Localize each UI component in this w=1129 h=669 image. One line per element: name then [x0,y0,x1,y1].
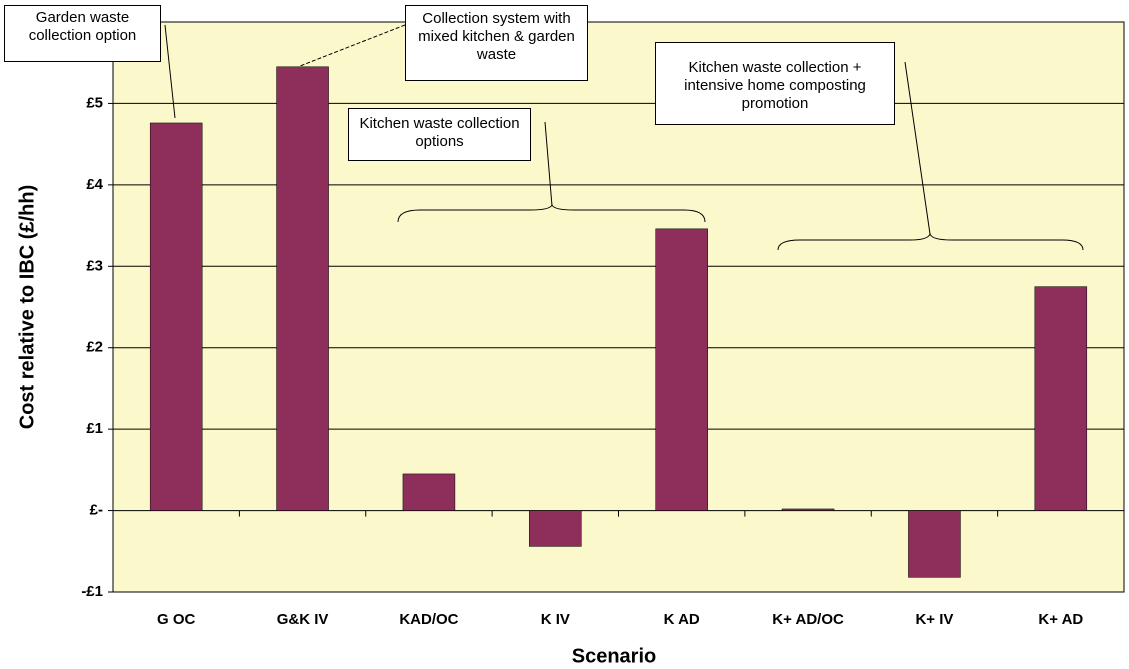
y-tick-label: -£1 [81,583,103,600]
annotation: Kitchen waste collection + intensive hom… [655,42,895,125]
bar [149,122,203,511]
y-tick-label: £1 [86,420,103,437]
y-tick-label: £3 [86,257,103,274]
y-tick-label: £- [90,502,103,519]
annotation-pointers [164,24,1084,251]
bar [655,228,708,511]
bars [149,66,1088,578]
x-tick-label: K+ AD/OC [772,611,844,628]
x-tick-label: K AD [664,611,700,628]
annotation: Kitchen waste collection options [348,108,531,161]
bar [908,510,961,578]
y-tick-label: £2 [86,339,103,356]
annotation: Collection system with mixed kitchen & g… [405,5,588,81]
bar [276,66,329,511]
x-tick-label: G OC [157,611,196,628]
x-tick-label: KAD/OC [399,611,458,628]
x-axis-title: Scenario [572,645,656,667]
plot-area [112,21,1125,593]
y-axis-title: Cost relative to IBC (£/hh) [16,185,38,429]
x-tick-label: K IV [541,611,570,628]
bar [1034,286,1088,511]
x-tick-label: G&K IV [277,611,329,628]
x-tick-label: K+ IV [915,611,953,628]
bar [781,508,835,511]
annotation: Garden waste collection option [4,5,161,62]
x-tick-label: K+ AD [1038,611,1083,628]
y-tick-label: £5 [86,94,103,111]
bar [402,473,456,511]
bar [529,510,582,547]
y-tick-label: £4 [86,176,103,193]
